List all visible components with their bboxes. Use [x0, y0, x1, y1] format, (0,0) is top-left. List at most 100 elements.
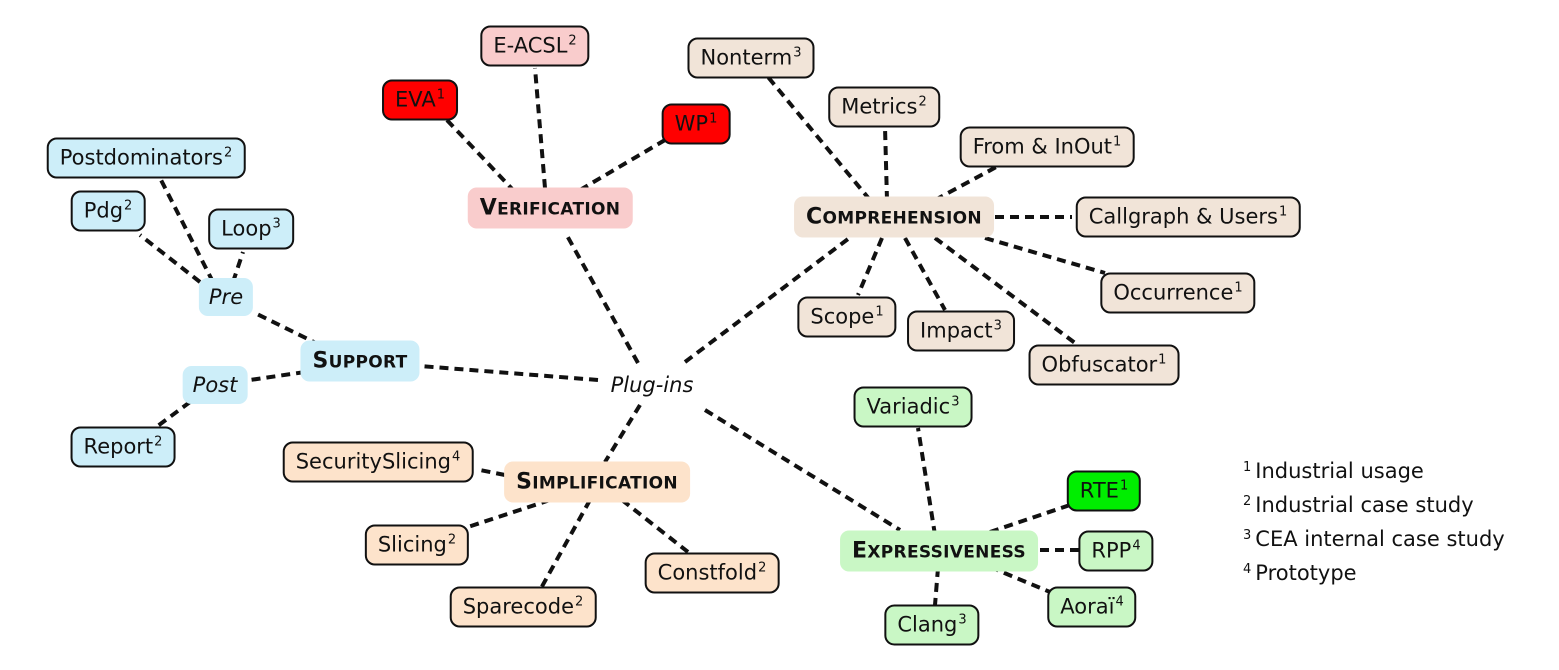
plugin-pdg-sup: 2: [124, 198, 133, 214]
edge-center-support: [419, 364, 599, 382]
plugin-occurrence: Occurrence1: [1100, 272, 1256, 314]
plugin-slicing-label: Slicing: [377, 532, 447, 557]
category-support-rest: UPPORT: [328, 352, 408, 373]
plugin-metrics-label: Metrics: [841, 94, 918, 119]
legend-item-text: CEA internal case study: [1255, 527, 1505, 551]
edge-center-comprehension: [683, 234, 854, 364]
plugin-variadic-label: Variadic: [866, 394, 951, 419]
edge-verification-eva: [443, 116, 517, 194]
plugin-pdg-label: Pdg: [83, 198, 124, 223]
edge-center-simplification: [603, 403, 642, 464]
category-expressiveness-rest: XPRESSIVENESS: [867, 542, 1026, 563]
plugin-wp-label: WP: [674, 111, 709, 136]
plugin-report-sup: 2: [154, 434, 163, 450]
plugin-from-inout-sup: 1: [1113, 134, 1122, 150]
category-expressiveness: EXPRESSIVENESS: [840, 530, 1038, 572]
plugin-metrics-sup: 2: [918, 94, 927, 110]
plugin-aorai: Aoraï4: [1047, 586, 1137, 628]
plugin-securityslicing: SecuritySlicing4: [282, 441, 474, 483]
edge-simplification-constfold: [620, 498, 690, 554]
plugins-center-label: Plug-ins: [604, 371, 700, 399]
plugin-obfuscator: Obfuscator1: [1028, 344, 1180, 386]
legend-item-sup: 4: [1243, 562, 1252, 577]
edge-pre-postdominators: [158, 177, 215, 283]
category-verification-rest: ERIFICATION: [497, 199, 621, 220]
plugin-clang-sup: 3: [958, 612, 967, 628]
subgroup-post: Post: [182, 366, 248, 404]
edge-support-pre: [254, 311, 321, 347]
legend-item-sup: 2: [1243, 494, 1252, 509]
plugin-constfold: Constfold2: [644, 552, 780, 594]
plugin-nonterm-sup: 3: [793, 45, 802, 61]
plugin-variadic-sup: 3: [951, 394, 960, 410]
plugin-clang: Clang3: [884, 604, 980, 646]
plugin-loop-label: Loop: [221, 216, 272, 241]
plugin-loop: Loop3: [208, 208, 294, 250]
legend-item: 3 CEA internal case study: [1243, 524, 1505, 558]
plugin-obfuscator-sup: 1: [1158, 352, 1167, 368]
edge-comprehension-scope: [856, 237, 884, 296]
category-support-initial: S: [312, 348, 329, 374]
category-simplification-initial: S: [516, 469, 533, 495]
plugin-report-label: Report: [83, 434, 154, 459]
plugin-constfold-label: Constfold: [657, 560, 758, 585]
category-support: SUPPORT: [300, 340, 420, 382]
plugin-eacsl-label: E-ACSL: [493, 33, 568, 58]
plugin-sparecode-sup: 2: [574, 594, 584, 610]
plugin-securityslicing-label: SecuritySlicing: [295, 449, 451, 474]
plugin-eva-label: EVA: [395, 87, 436, 112]
category-comprehension-rest: OMPREHENSION: [822, 208, 982, 229]
edge-verification-eacsl: [533, 67, 547, 189]
plugin-postdominators-label: Postdominators: [59, 145, 223, 170]
edge-comprehension-from: [934, 163, 1001, 202]
plugin-securityslicing-sup: 4: [451, 449, 461, 465]
plugin-scope: Scope1: [797, 296, 897, 338]
legend-item: 1 Industrial usage: [1243, 456, 1505, 490]
legend: 1 Industrial usage 2 Industrial case study…: [1243, 456, 1505, 592]
category-simplification-rest: IMPLIFICATION: [532, 473, 678, 494]
plugin-rte-label: RTE: [1079, 478, 1119, 503]
legend-item: 2 Industrial case study: [1243, 490, 1505, 524]
plugin-postdominators-sup: 2: [223, 145, 233, 161]
plugin-impact-label: Impact: [920, 318, 993, 343]
category-simplification: SIMPLIFICATION: [504, 461, 690, 503]
edge-center-verification: [563, 231, 640, 364]
edge-pre-pdg: [138, 233, 202, 284]
category-expressiveness-initial: E: [852, 538, 868, 564]
edge-simplification-sparecode: [538, 499, 592, 591]
plugin-pdg: Pdg2: [70, 190, 146, 232]
plugin-occurrence-sup: 1: [1234, 280, 1243, 296]
plugin-callgraph-users: Callgraph & Users1: [1075, 196, 1301, 238]
plugin-nonterm: Nonterm3: [687, 37, 815, 79]
category-comprehension-initial: C: [806, 204, 823, 230]
edge-simplification-securityslicing: [479, 468, 506, 477]
plugin-clang-label: Clang: [897, 612, 958, 637]
plugin-sparecode-label: Sparecode: [462, 594, 574, 619]
plugin-slicing: Slicing2: [364, 524, 470, 566]
plugin-impact-sup: 3: [993, 318, 1002, 334]
edge-expressiveness-aorai: [989, 565, 1051, 594]
plugin-constfold-sup: 2: [758, 560, 767, 576]
plugin-from-inout: From & InOut1: [959, 126, 1135, 168]
legend-item-text: Prototype: [1255, 561, 1357, 585]
plugin-callgraph-label: Callgraph & Users: [1088, 204, 1278, 229]
edge-verification-wp: [578, 138, 667, 192]
edge-pre-loop: [231, 251, 245, 283]
edge-comprehension-impact: [903, 237, 947, 311]
plugin-variadic: Variadic3: [853, 386, 973, 428]
edge-support-post: [249, 370, 306, 382]
plugin-impact: Impact3: [907, 310, 1015, 352]
plugin-from-inout-label: From & InOut: [972, 134, 1113, 159]
legend-item-text: Industrial case study: [1255, 493, 1474, 517]
plugin-occurrence-label: Occurrence: [1113, 280, 1234, 305]
plugin-loop-sup: 3: [272, 216, 281, 232]
plugin-aorai-sup: 4: [1115, 594, 1124, 610]
plugin-slicing-sup: 2: [447, 532, 457, 548]
plugin-rte: RTE1: [1066, 470, 1142, 512]
plugin-rpp-sup: 4: [1132, 538, 1141, 554]
category-verification: VERIFICATION: [467, 187, 633, 229]
plugin-eva: EVA1: [382, 79, 458, 121]
plugin-wp-sup: 1: [709, 111, 718, 127]
